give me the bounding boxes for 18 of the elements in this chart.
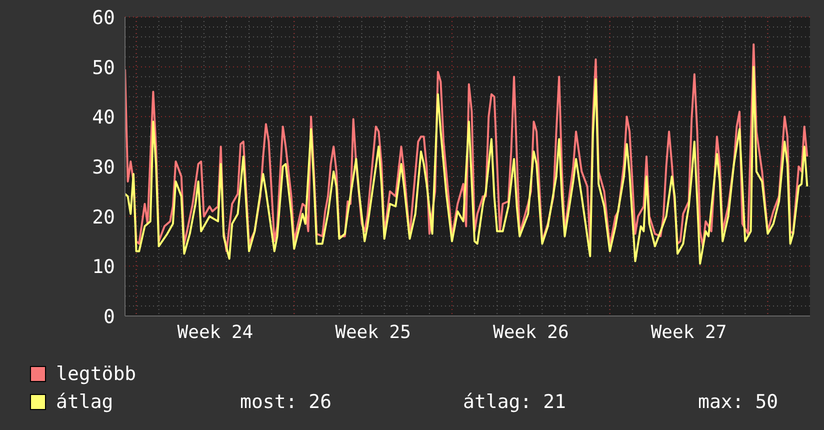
y-tick-label: 50	[92, 56, 115, 79]
legend-label: legtöbb	[56, 363, 138, 385]
y-tick-label: 40	[92, 106, 115, 129]
legend-label: átlag	[56, 391, 114, 413]
y-tick-label: 30	[92, 156, 115, 178]
y-tick-label: 20	[92, 206, 115, 228]
text: max: 50	[698, 391, 780, 413]
x-tick-label: Week 26	[492, 322, 569, 343]
text: átlag: 21	[463, 391, 567, 413]
x-tick-label: Week 25	[335, 322, 411, 343]
y-tick-label: 10	[92, 256, 115, 278]
line-series	[125, 43, 808, 252]
y-tick-label: 60	[92, 7, 115, 29]
x-tick-label: Week 27	[650, 322, 727, 343]
line-series	[125, 66, 808, 265]
y-tick-label: 0	[104, 306, 115, 328]
x-tick-label: Week 24	[177, 322, 254, 343]
text: most: 26	[240, 391, 333, 413]
